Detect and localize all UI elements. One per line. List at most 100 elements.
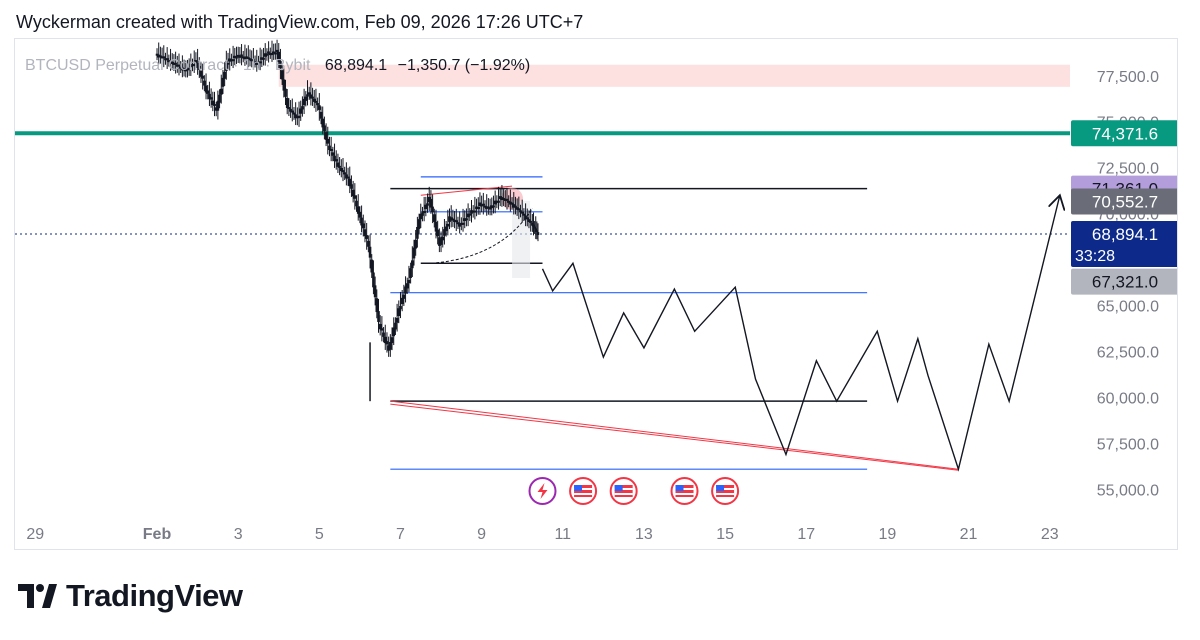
- candle-body: [189, 63, 193, 68]
- candle-body: [460, 222, 463, 225]
- candle-body: [216, 100, 220, 111]
- candle-body: [245, 56, 248, 59]
- x-tick-label: 11: [554, 526, 571, 543]
- candle-body: [181, 67, 184, 71]
- candle-body: [282, 79, 286, 91]
- candle-body: [201, 75, 204, 79]
- candle-body: [478, 202, 482, 206]
- tradingview-wordmark: TradingView: [66, 578, 243, 613]
- candle-body: [296, 116, 299, 119]
- candle-body: [263, 53, 267, 57]
- candle-body: [370, 259, 374, 273]
- candle-body: [427, 196, 431, 203]
- candle-body: [502, 197, 505, 200]
- candle-body: [314, 100, 318, 103]
- chart-panel[interactable]: 29Feb35791113151719212377,500.075,000.07…: [14, 38, 1178, 550]
- candle-body: [432, 214, 436, 222]
- candle-body: [377, 311, 380, 322]
- flag-white-stripe: [614, 488, 633, 490]
- candle-body: [292, 112, 296, 115]
- candle-body: [454, 220, 458, 223]
- candle-body: [206, 90, 210, 94]
- candle-body: [385, 341, 389, 345]
- red-trendline-box[interactable]: [420, 185, 513, 196]
- tradingview-brand[interactable]: TradingView: [18, 578, 243, 614]
- candle-body: [214, 107, 218, 111]
- price-label-navy: [1071, 220, 1177, 267]
- candle-body: [311, 96, 314, 99]
- candle-body: [351, 189, 355, 197]
- x-tick-label: 9: [477, 526, 486, 543]
- candle-body: [290, 110, 294, 113]
- candle-body: [458, 223, 461, 227]
- candle-body: [536, 232, 540, 235]
- candle-body: [225, 60, 228, 71]
- x-tick-label: 21: [960, 526, 978, 543]
- y-tick-label: 62,500.0: [1097, 345, 1159, 362]
- legend-symbol: BTCUSD Perpetual Contract · 1h · Bybit: [25, 57, 311, 74]
- red-trendline-upper[interactable]: [390, 400, 959, 470]
- candle-body: [323, 125, 326, 132]
- candle-body: [451, 218, 455, 221]
- candle-body: [287, 107, 291, 110]
- candle-body: [265, 53, 269, 56]
- candle-body: [274, 52, 277, 55]
- candle-body: [463, 218, 467, 222]
- candle-body: [255, 61, 259, 65]
- candle-body: [355, 200, 358, 207]
- candle-body: [519, 210, 522, 213]
- y-tick-label: 55,000.0: [1097, 482, 1159, 499]
- candle-body: [162, 56, 166, 59]
- flag-white-stripe: [716, 493, 735, 495]
- candle-body: [485, 206, 489, 209]
- candle-body: [426, 203, 429, 206]
- candle-body: [416, 226, 419, 239]
- candle-body: [306, 94, 309, 97]
- candle-body: [331, 152, 335, 156]
- candle-body: [429, 198, 433, 208]
- candle-body: [380, 328, 384, 331]
- flag-canton: [675, 485, 684, 491]
- symbol-legend[interactable]: BTCUSD Perpetual Contract · 1h · Bybit 6…: [25, 57, 530, 75]
- candle-body: [407, 279, 411, 284]
- candle-body: [498, 196, 502, 199]
- candle-body: [318, 105, 321, 110]
- candle-body: [262, 57, 265, 60]
- lightning-icon: [537, 483, 548, 499]
- candle-body: [361, 223, 365, 229]
- candle-body: [285, 97, 289, 109]
- projection-path[interactable]: [541, 195, 1060, 472]
- candle-body: [235, 56, 238, 59]
- candle-body: [236, 54, 240, 57]
- candle-body: [231, 59, 235, 62]
- candle-body: [389, 341, 392, 350]
- candle-body: [260, 57, 264, 60]
- x-tick-label: 19: [879, 526, 897, 543]
- candle-body: [289, 108, 292, 112]
- candle-body: [475, 206, 478, 210]
- candle-body: [368, 246, 372, 258]
- candle-body: [392, 327, 396, 337]
- candle-body: [321, 118, 325, 128]
- attribution-header: Wyckerman created with TradingView.com, …: [16, 12, 584, 32]
- candle-body: [211, 100, 215, 105]
- x-tick-label: 3: [234, 526, 243, 543]
- candle-body: [159, 55, 162, 58]
- price-label-gray: [1071, 188, 1177, 215]
- tradingview-logo-icon: [18, 584, 57, 608]
- candle-body: [164, 58, 167, 61]
- price-chart[interactable]: 29Feb35791113151719212377,500.075,000.07…: [15, 39, 1178, 550]
- red-supply-zone: [278, 64, 1070, 87]
- red-trendline-lower[interactable]: [390, 403, 959, 471]
- candle-body: [157, 54, 161, 58]
- candle-body: [483, 205, 487, 208]
- candle-body: [219, 88, 223, 95]
- candle-body: [279, 61, 282, 69]
- candle-body: [247, 57, 250, 61]
- price-label-text: 67,321.0: [1092, 273, 1158, 292]
- candle-body: [395, 317, 399, 323]
- candle-body: [522, 213, 526, 216]
- candle-body: [383, 336, 387, 344]
- candle-body: [509, 201, 512, 205]
- candle-body: [228, 58, 232, 62]
